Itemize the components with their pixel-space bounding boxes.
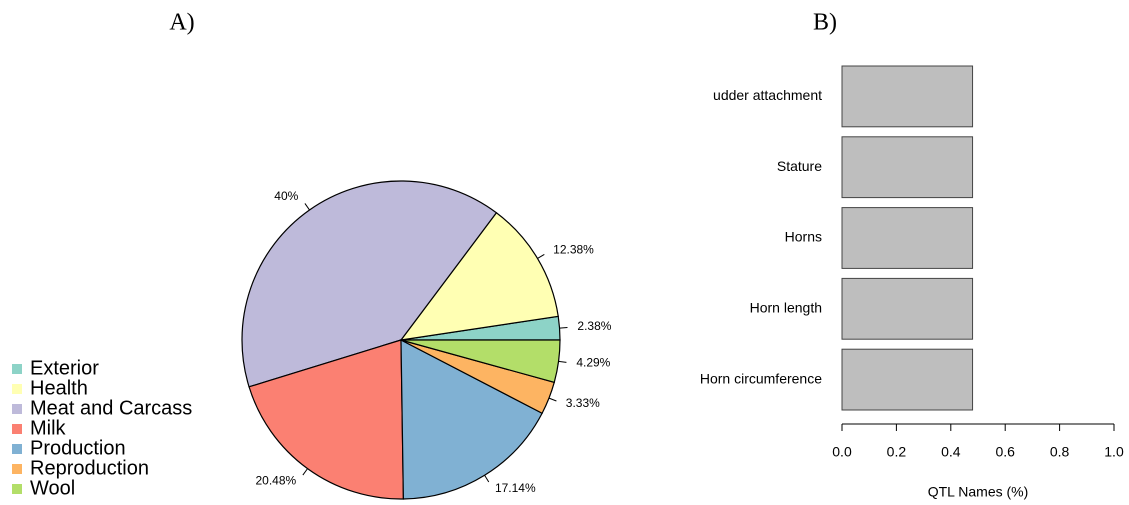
pie-slice	[400, 339, 561, 384]
bar	[841, 136, 974, 199]
legend-swatch	[12, 404, 22, 414]
data-label: 40%	[274, 189, 298, 203]
panel-title: B)	[813, 10, 837, 36]
pie-slice	[241, 180, 498, 388]
data-label: 2.38%	[577, 319, 611, 333]
x-tick-label: 0.0	[832, 444, 852, 460]
legend-label: Reproduction	[30, 457, 149, 479]
label-leader	[558, 360, 567, 363]
data-label: 3.33%	[566, 396, 600, 410]
label-leader	[559, 327, 568, 329]
legend-label: Health	[30, 377, 88, 399]
legend-swatch	[12, 364, 22, 374]
legend-label: Production	[30, 437, 126, 459]
bar	[841, 207, 974, 269]
x-axis-label: QTL Names (%)	[928, 484, 1029, 500]
y-tick-label: Horns	[785, 229, 822, 245]
bar	[841, 65, 974, 128]
legend-label: Exterior	[30, 357, 99, 379]
label-leader	[302, 468, 308, 476]
data-label: 17.14%	[495, 481, 536, 495]
label-leader	[304, 203, 310, 211]
y-tick-label: udder attachment	[713, 87, 822, 103]
label-leader	[537, 253, 545, 259]
legend-swatch	[12, 384, 22, 394]
panel-title: A)	[169, 10, 194, 36]
x-tick-label: 0.4	[941, 444, 961, 460]
y-tick-label: Stature	[777, 158, 822, 174]
x-tick-label: 1.0	[1104, 444, 1124, 460]
bar	[841, 348, 974, 411]
legend-label: Meat and Carcass	[30, 397, 192, 419]
legend-swatch	[12, 464, 22, 474]
x-tick-label: 0.8	[1050, 444, 1070, 460]
pie-slice	[400, 339, 543, 500]
x-tick-label: 0.6	[995, 444, 1015, 460]
bar	[841, 277, 974, 340]
label-leader	[484, 474, 490, 483]
legend-swatch	[12, 444, 22, 454]
legend-swatch	[12, 484, 22, 494]
y-tick-label: Horn length	[750, 300, 822, 316]
label-leader	[548, 397, 557, 402]
data-label: 4.29%	[576, 356, 610, 370]
data-label: 20.48%	[255, 474, 296, 488]
legend-label: Milk	[30, 417, 67, 439]
legend-swatch	[12, 424, 22, 434]
legend-label: Wool	[30, 477, 75, 499]
x-tick-label: 0.2	[887, 444, 907, 460]
y-tick-label: Horn circumference	[700, 370, 822, 386]
data-label: 12.38%	[553, 242, 594, 256]
